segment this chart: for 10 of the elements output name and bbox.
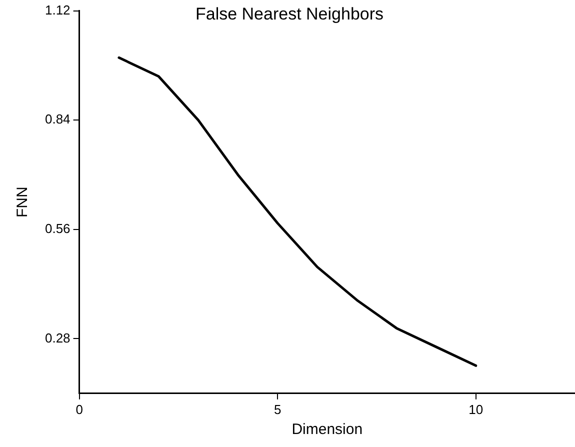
- x-tick-label: 0: [76, 402, 83, 417]
- x-tick-label: 5: [274, 402, 282, 417]
- chart-title: False Nearest Neighbors: [195, 4, 384, 24]
- y-tick-label: 0.84: [44, 112, 70, 127]
- y-tick-label: 0.28: [44, 330, 70, 346]
- x-axis-title: Dimension: [292, 421, 363, 438]
- y-tick-label: 1.12: [44, 2, 70, 18]
- x-tick-label: 10: [468, 402, 484, 417]
- y-axis-title: FNN: [14, 186, 32, 218]
- y-tick-label: 0.56: [44, 221, 70, 236]
